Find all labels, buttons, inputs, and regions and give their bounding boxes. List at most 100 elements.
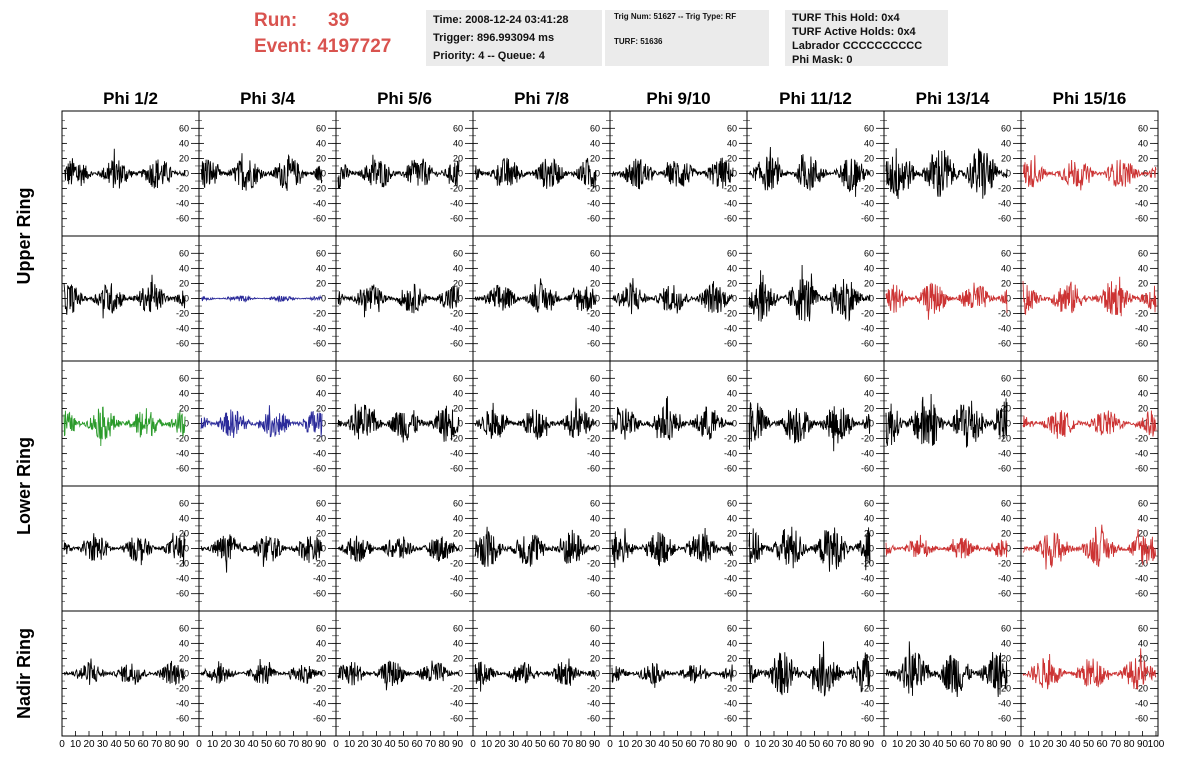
time-info-panel: Time: 2008-12-24 03:41:28 Trigger: 896.9… xyxy=(426,10,602,66)
x-tick-label: 50 xyxy=(398,739,410,750)
x-tick-label: 10 xyxy=(618,739,630,750)
y-tick-label: 20 xyxy=(1001,153,1011,163)
y-tick-label: 40 xyxy=(590,638,600,648)
y-tick-label: -60 xyxy=(176,214,189,224)
y-tick-label: 20 xyxy=(316,653,326,663)
y-tick-label: -20 xyxy=(176,684,189,694)
y-tick-label: 0 xyxy=(869,669,874,679)
x-tick-label: 20 xyxy=(768,739,780,750)
ring-label: Upper Ring xyxy=(14,188,34,285)
y-tick-label: -60 xyxy=(998,214,1011,224)
y-tick-label: 60 xyxy=(453,123,463,133)
y-tick-label: -60 xyxy=(998,339,1011,349)
y-tick-label: -20 xyxy=(587,559,600,569)
y-tick-label: -40 xyxy=(450,324,463,334)
y-tick-label: 40 xyxy=(727,138,737,148)
x-tick-label: 80 xyxy=(301,739,313,750)
x-tick-label: 90 xyxy=(452,739,464,750)
y-tick-label: 40 xyxy=(1001,263,1011,273)
y-tick-label: -40 xyxy=(176,324,189,334)
priority-text: Priority: 4 -- Queue: 4 xyxy=(433,50,545,62)
y-tick-label: 40 xyxy=(179,138,189,148)
turf-this-hold-text: TURF This Hold: 0x4 xyxy=(792,12,900,24)
y-tick-label: -20 xyxy=(861,434,874,444)
y-tick-label: 40 xyxy=(727,638,737,648)
x-tick-label: 60 xyxy=(1096,739,1108,750)
y-tick-label: 0 xyxy=(458,669,463,679)
ring-label: Nadir Ring xyxy=(14,628,34,719)
waveform-trace xyxy=(611,663,734,688)
y-tick-label: 60 xyxy=(1001,498,1011,508)
y-tick-label: -60 xyxy=(313,714,326,724)
y-tick-label: 0 xyxy=(595,294,600,304)
y-tick-label: 40 xyxy=(864,138,874,148)
y-tick-label: -60 xyxy=(587,464,600,474)
x-tick-label: 70 xyxy=(425,739,437,750)
y-tick-label: -20 xyxy=(313,309,326,319)
y-tick-label: 0 xyxy=(184,294,189,304)
y-tick-label: 60 xyxy=(727,248,737,258)
y-tick-label: 40 xyxy=(590,263,600,273)
waveform-trace xyxy=(748,402,871,452)
y-tick-label: -20 xyxy=(998,309,1011,319)
y-tick-label: -20 xyxy=(1135,309,1148,319)
x-tick-label: 20 xyxy=(1042,739,1054,750)
y-tick-label: 40 xyxy=(316,388,326,398)
y-tick-label: -60 xyxy=(861,339,874,349)
waveform-trace xyxy=(885,534,1008,559)
x-tick-label: 80 xyxy=(438,739,450,750)
y-tick-label: 40 xyxy=(1138,388,1148,398)
y-tick-label: -40 xyxy=(724,449,737,459)
y-tick-label: 20 xyxy=(1138,403,1148,413)
y-tick-label: -20 xyxy=(1135,184,1148,194)
y-tick-label: -40 xyxy=(861,574,874,584)
y-tick-label: -20 xyxy=(450,559,463,569)
waveform-trace xyxy=(885,282,1008,320)
y-tick-label: 40 xyxy=(316,138,326,148)
waveform-trace xyxy=(611,278,734,315)
y-tick-label: -20 xyxy=(450,309,463,319)
y-tick-label: 40 xyxy=(1001,388,1011,398)
y-tick-label: 0 xyxy=(595,544,600,554)
y-tick-label: 20 xyxy=(1138,278,1148,288)
y-tick-label: 0 xyxy=(732,544,737,554)
y-tick-label: 40 xyxy=(453,388,463,398)
y-tick-label: -20 xyxy=(450,184,463,194)
column-header: Phi 15/16 xyxy=(1053,89,1127,108)
y-tick-label: 20 xyxy=(1138,528,1148,538)
y-tick-label: 60 xyxy=(727,498,737,508)
y-tick-label: 60 xyxy=(864,248,874,258)
y-tick-label: 60 xyxy=(590,373,600,383)
phi-mask-text: Phi Mask: 0 xyxy=(792,54,853,66)
y-tick-label: 60 xyxy=(1138,248,1148,258)
waveform-trace xyxy=(337,283,460,318)
y-tick-label: -20 xyxy=(861,559,874,569)
x-tick-label: 70 xyxy=(562,739,574,750)
y-tick-label: 40 xyxy=(1138,263,1148,273)
y-tick-label: 60 xyxy=(453,623,463,633)
y-tick-label: -20 xyxy=(724,684,737,694)
y-tick-label: -60 xyxy=(313,214,326,224)
y-tick-label: -40 xyxy=(724,574,737,584)
x-tick-label: 50 xyxy=(261,739,273,750)
x-tick-label: 80 xyxy=(1123,739,1135,750)
y-tick-label: -40 xyxy=(176,449,189,459)
y-tick-label: 60 xyxy=(1138,623,1148,633)
y-tick-label: -20 xyxy=(587,434,600,444)
y-tick-label: -60 xyxy=(998,464,1011,474)
y-tick-label: -40 xyxy=(1135,199,1148,209)
y-tick-label: 60 xyxy=(316,373,326,383)
y-tick-label: -40 xyxy=(724,324,737,334)
y-tick-label: -40 xyxy=(861,324,874,334)
x-tick-label: 90 xyxy=(1137,739,1149,750)
